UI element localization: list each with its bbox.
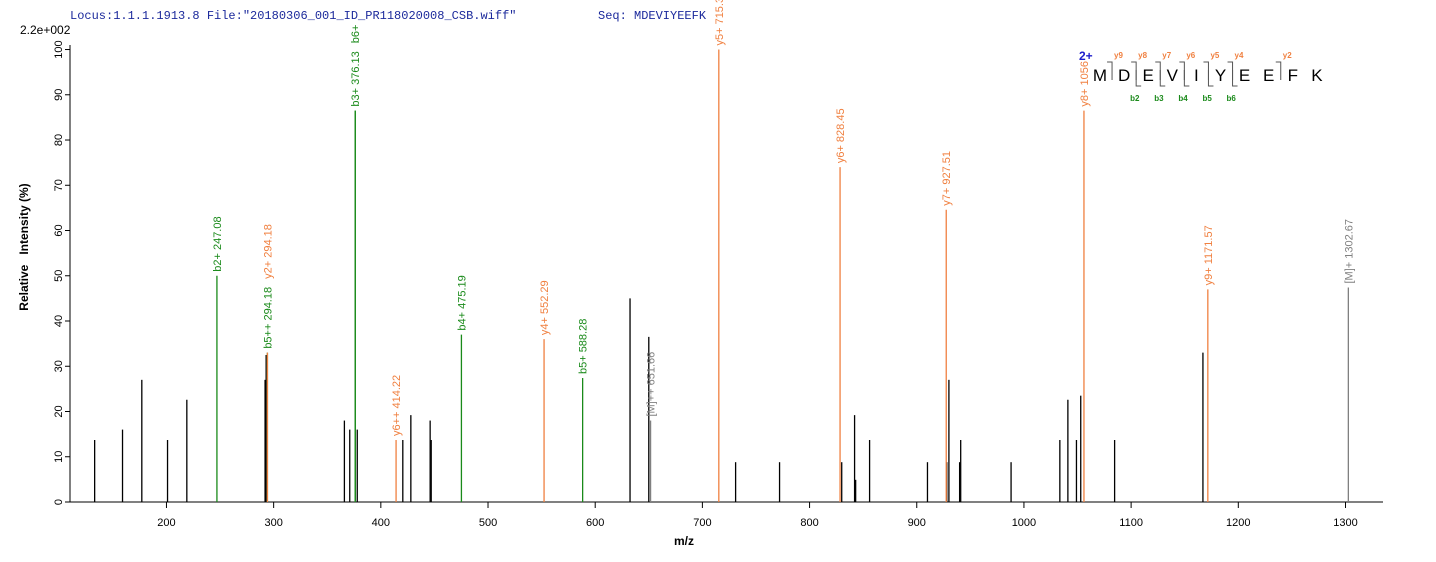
b-ion-label: b5 [1202, 94, 1212, 103]
residue: D [1118, 66, 1130, 85]
residue: F [1288, 66, 1298, 85]
y-tick-label: 0 [53, 499, 65, 505]
y-axis-label: Relative Intensity (%) [17, 183, 31, 310]
scale-label: 2.2e+002 [20, 23, 71, 37]
residue: E [1263, 66, 1274, 85]
y-tick-label: 20 [53, 405, 65, 417]
y-ion-label: y4 [1235, 51, 1244, 60]
y-ion-bracket [1107, 61, 1113, 80]
b-ion-bracket [1135, 70, 1142, 87]
y-tick-label: 30 [53, 360, 65, 372]
y-tick-label: 100 [53, 40, 65, 58]
x-tick-label: 700 [693, 517, 711, 529]
peak-label: b3+ 376.13 [350, 51, 362, 106]
residue: E [1143, 66, 1154, 85]
b-ion-label: b2 [1130, 94, 1140, 103]
x-tick-label: 800 [800, 517, 818, 529]
x-tick-label: 500 [479, 517, 497, 529]
b-ion-label: b3 [1154, 94, 1164, 103]
b-ion-bracket [1207, 70, 1214, 87]
charge: 2+ [1079, 49, 1093, 63]
residue: E [1239, 66, 1250, 85]
y-ion-bracket [1203, 61, 1209, 80]
y-tick-label: 60 [53, 224, 65, 236]
y-ion-label: y9 [1114, 51, 1123, 60]
x-tick-label: 200 [157, 517, 175, 529]
y-tick-label: 80 [53, 134, 65, 146]
b-ion-label: b4 [1178, 94, 1188, 103]
x-tick-label: 1200 [1226, 517, 1250, 529]
y-ion-bracket [1179, 61, 1185, 80]
y-ion-bracket [1275, 61, 1282, 80]
peak-label: [M]+ 1302.67 [1343, 219, 1355, 284]
b-ion-bracket [1159, 70, 1166, 87]
peak-label: y4+ 552.29 [539, 280, 551, 335]
x-tick-label: 900 [908, 517, 926, 529]
y-ion-label: y5 [1210, 51, 1219, 60]
y-tick-label: 90 [53, 89, 65, 101]
peak-label: y7+ 927.51 [941, 151, 953, 206]
header: Locus:1.1.1.1913.8 File:"20180306_001_ID… [70, 9, 516, 23]
peak-label: y6+ 828.45 [835, 108, 847, 163]
peak-label: y8+ 1056 [1079, 61, 1091, 107]
y-ion-bracket [1131, 61, 1137, 80]
peak-label: b5+ 588.28 [578, 319, 590, 374]
y-tick-label: 50 [53, 270, 65, 282]
sequence-label: Seq: MDEVIYEEFK [598, 9, 707, 23]
x-tick-label: 1300 [1333, 517, 1357, 529]
x-tick-label: 1100 [1119, 517, 1143, 529]
residue: I [1194, 66, 1199, 85]
b-ion-label: b6 [1227, 94, 1237, 103]
residue: M [1093, 66, 1107, 85]
peak-label: b2+ 247.08 [212, 216, 224, 271]
peak-label: y6++ 414.22 [391, 375, 403, 436]
x-tick-label: 1000 [1012, 517, 1036, 529]
residue: V [1167, 66, 1179, 85]
peak-label: b6+ [350, 25, 362, 44]
peak-label: b4+ 475.19 [456, 275, 468, 330]
y-tick-label: 40 [53, 315, 65, 327]
y-ion-label: y7 [1162, 51, 1171, 60]
residue: Y [1215, 66, 1226, 85]
peak-label: y9+ 1171.57 [1203, 225, 1215, 285]
y-ion-label: y6 [1186, 51, 1195, 60]
y-tick-label: 10 [53, 451, 65, 463]
x-tick-label: 400 [372, 517, 390, 529]
y-tick-label: 70 [53, 179, 65, 191]
residue: K [1311, 66, 1323, 85]
y-ion-label: y8 [1138, 51, 1147, 60]
b-ion-bracket [1183, 70, 1190, 87]
peak-label: b5++ 294.18 [262, 287, 274, 349]
b-ion-bracket [1232, 70, 1238, 87]
peak-label: y2+ 294.18 [262, 224, 274, 279]
x-tick-label: 300 [264, 517, 282, 529]
y-ion-bracket [1155, 61, 1161, 80]
peak-label: [M]++ 651.66 [646, 352, 658, 417]
x-tick-label: 600 [586, 517, 604, 529]
x-axis-label: m/z [674, 534, 694, 548]
peak-label: y5+ 715.33 [714, 0, 726, 46]
y-ion-label: y2 [1283, 51, 1292, 60]
y-ion-bracket [1227, 61, 1234, 80]
